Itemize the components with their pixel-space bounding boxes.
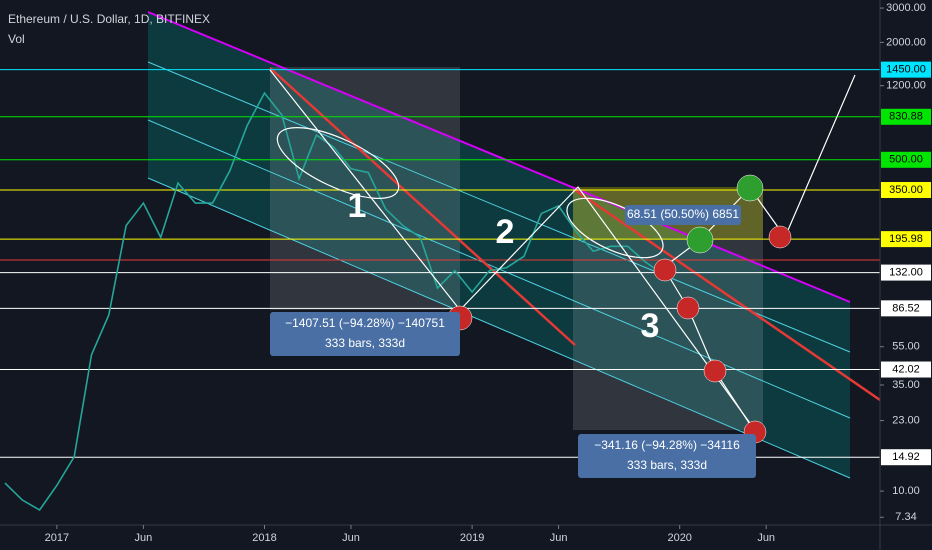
- annotation: 3: [641, 307, 660, 345]
- level-label: 14.92: [892, 451, 920, 463]
- measure-text: 333 bars, 333d: [627, 458, 707, 472]
- marker: [653, 258, 677, 282]
- y-tick-label: 3000.00: [886, 2, 926, 14]
- levels: 1450.00 830.88 500.00 350.00 195.98 132.00 86.…: [0, 61, 931, 466]
- level-label: 350.00: [889, 184, 923, 196]
- trend-line: [147, 11, 851, 303]
- y-tick-label: 1200.00: [886, 80, 926, 92]
- level-label: 86.52: [892, 302, 920, 314]
- level-label: 830.88: [889, 111, 923, 123]
- ellipse: [276, 127, 400, 199]
- level-label-bg: [881, 61, 931, 78]
- level-label-bg: [881, 449, 931, 466]
- y-tick-label: 55.00: [892, 341, 920, 353]
- level-label: 1450.00: [886, 64, 926, 76]
- level-label: 42.02: [892, 363, 920, 375]
- trend-line: [269, 67, 576, 346]
- measure-box: [270, 312, 460, 356]
- channel-line: [147, 177, 851, 479]
- y-tick-label: 10.00: [892, 485, 920, 497]
- x-tick-label: Jun: [757, 532, 775, 544]
- price: [4, 91, 663, 512]
- ellipse: [566, 197, 664, 259]
- marker: [676, 296, 700, 320]
- marker: [703, 359, 727, 383]
- y-tick-label: 23.00: [892, 414, 920, 426]
- x-tick-label: Jun: [135, 532, 153, 544]
- level-label-bg: [881, 264, 931, 281]
- measure-text: −1407.51 (−94.28%) −140751: [285, 316, 445, 330]
- y-tick-label: 35.00: [892, 379, 920, 391]
- x-tick-label: 2018: [252, 532, 276, 544]
- x-tick-label: Jun: [342, 532, 360, 544]
- x-tick-label: 2020: [667, 532, 691, 544]
- channel-fill: [148, 12, 850, 478]
- level-label-bg: [881, 151, 931, 168]
- x-tick-label: Jun: [550, 532, 568, 544]
- marker: [768, 225, 792, 249]
- measure-text: 68.51 (50.50%) 6851: [627, 207, 739, 221]
- marker: [736, 174, 764, 202]
- circles: [447, 174, 792, 444]
- level-label-bg: [881, 108, 931, 125]
- level-label-bg: [881, 182, 931, 199]
- level-label: 195.98: [889, 233, 923, 245]
- chart-title: Ethereum / U.S. Dollar, 1D, BITFINEX: [8, 12, 210, 26]
- trend-line: [574, 188, 881, 402]
- price-line: [4, 91, 663, 512]
- channel-line: [147, 61, 851, 353]
- marker: [686, 226, 714, 254]
- drawings: [0, 11, 881, 479]
- annotation: 1: [348, 187, 367, 225]
- level-label: 132.00: [889, 266, 923, 278]
- level-label-bg: [881, 300, 931, 317]
- level-label: 500.00: [889, 154, 923, 166]
- subtitle: Vol: [8, 32, 25, 46]
- y-tick-label: 2000.00: [886, 36, 926, 48]
- y-tick-label: 7.34: [895, 511, 916, 523]
- x-tick-label: 2019: [460, 532, 484, 544]
- x-tick-label: 2017: [45, 532, 69, 544]
- annotation: 2: [496, 213, 515, 251]
- level-label-bg: [881, 231, 931, 248]
- measure-box: [625, 205, 741, 225]
- arrow-path: [664, 269, 756, 433]
- measure-text: 333 bars, 333d: [325, 336, 405, 350]
- arrow-path: [269, 69, 756, 431]
- level-label-bg: [881, 361, 931, 378]
- measure-text: −341.16 (−94.28%) −34116: [594, 438, 740, 452]
- measure-box: [578, 434, 756, 478]
